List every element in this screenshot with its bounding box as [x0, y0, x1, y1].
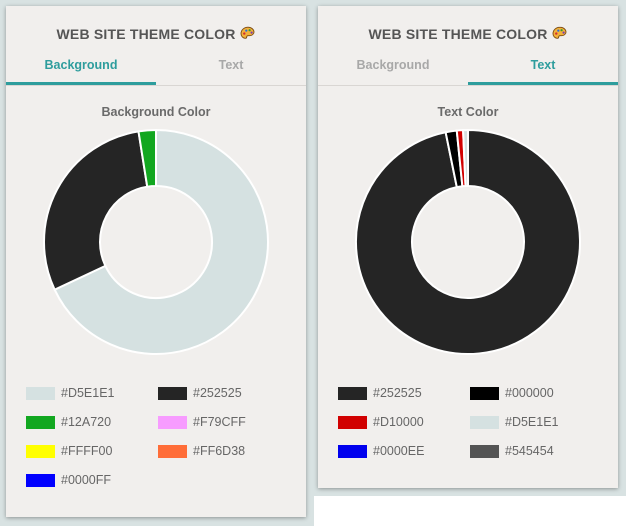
chart-title: Text Color	[437, 105, 499, 119]
donut-slice-252525[interactable]	[355, 128, 581, 355]
panel-title-text: WEB SITE THEME COLOR	[56, 26, 236, 42]
legend-label: #F79CFF	[193, 415, 246, 429]
donut-slice-d5e1e1[interactable]	[462, 128, 469, 188]
legend-swatch	[338, 445, 367, 458]
text-color-donut-chart	[355, 128, 581, 355]
tab-bar: Background Text	[318, 56, 618, 85]
donut-slice-252525[interactable]	[43, 130, 149, 292]
legend-label: #D5E1E1	[61, 386, 115, 400]
legend-item[interactable]: #FF6D38	[158, 442, 288, 462]
legend-item[interactable]: #D10000	[338, 413, 468, 433]
legend-item[interactable]: #0000FF	[26, 471, 156, 491]
panel-title-text: WEB SITE THEME COLOR	[368, 26, 548, 42]
legend-swatch	[158, 387, 187, 400]
tab-background[interactable]: Background	[356, 58, 430, 72]
legend-label: #D5E1E1	[505, 415, 559, 429]
legend-swatch	[158, 445, 187, 458]
theme-color-panel-background: WEB SITE THEME COLOR Background Text Bac…	[6, 6, 306, 517]
legend-item[interactable]: #252525	[158, 384, 288, 404]
tab-divider	[6, 85, 306, 86]
legend-item[interactable]: #D5E1E1	[470, 413, 600, 433]
legend-item[interactable]: #0000EE	[338, 442, 468, 462]
legend-item[interactable]: #12A720	[26, 413, 156, 433]
background-color-donut-chart	[43, 128, 269, 355]
palette-icon	[552, 26, 568, 45]
legend-label: #000000	[505, 386, 554, 400]
tab-divider	[318, 85, 618, 86]
tab-text[interactable]: Text	[218, 58, 244, 72]
legend-label: #545454	[505, 444, 554, 458]
legend-label: #252525	[193, 386, 242, 400]
legend-label: #D10000	[373, 415, 424, 429]
tab-background[interactable]: Background	[6, 56, 156, 85]
legend-item[interactable]: #F79CFF	[158, 413, 288, 433]
legend-swatch	[470, 416, 499, 429]
tab-text[interactable]: Text	[468, 56, 618, 85]
legend-label: #FF6D38	[193, 444, 246, 458]
legend-item[interactable]: #252525	[338, 384, 468, 404]
legend-label: #0000FF	[61, 473, 112, 487]
legend-swatch	[158, 416, 187, 429]
legend-swatch	[470, 445, 499, 458]
panel-title: WEB SITE THEME COLOR	[6, 26, 306, 45]
legend-swatch	[26, 445, 55, 458]
legend-item[interactable]: #FFFF00	[26, 442, 156, 462]
palette-icon	[240, 26, 256, 45]
legend-label: #252525	[373, 386, 422, 400]
legend-item[interactable]: #545454	[470, 442, 600, 462]
page-background-strip	[314, 496, 626, 526]
panel-title: WEB SITE THEME COLOR	[318, 26, 618, 45]
legend-swatch	[338, 416, 367, 429]
chart-title: Background Color	[101, 105, 211, 119]
donut-slice-12a720[interactable]	[137, 128, 157, 188]
legend-label: #FFFF00	[61, 444, 113, 458]
legend-label: #0000EE	[373, 444, 425, 458]
theme-color-panel-text: WEB SITE THEME COLOR Background Text Tex…	[318, 6, 618, 488]
legend-item[interactable]: #D5E1E1	[26, 384, 156, 404]
legend-swatch	[26, 416, 55, 429]
donut-slice-d5e1e1[interactable]	[53, 128, 269, 355]
legend-swatch	[470, 387, 499, 400]
legend-item[interactable]: #000000	[470, 384, 600, 404]
legend-swatch	[26, 387, 55, 400]
tab-bar: Background Text	[6, 56, 306, 85]
legend-swatch	[26, 474, 55, 487]
legend-swatch	[338, 387, 367, 400]
legend-label: #12A720	[61, 415, 112, 429]
